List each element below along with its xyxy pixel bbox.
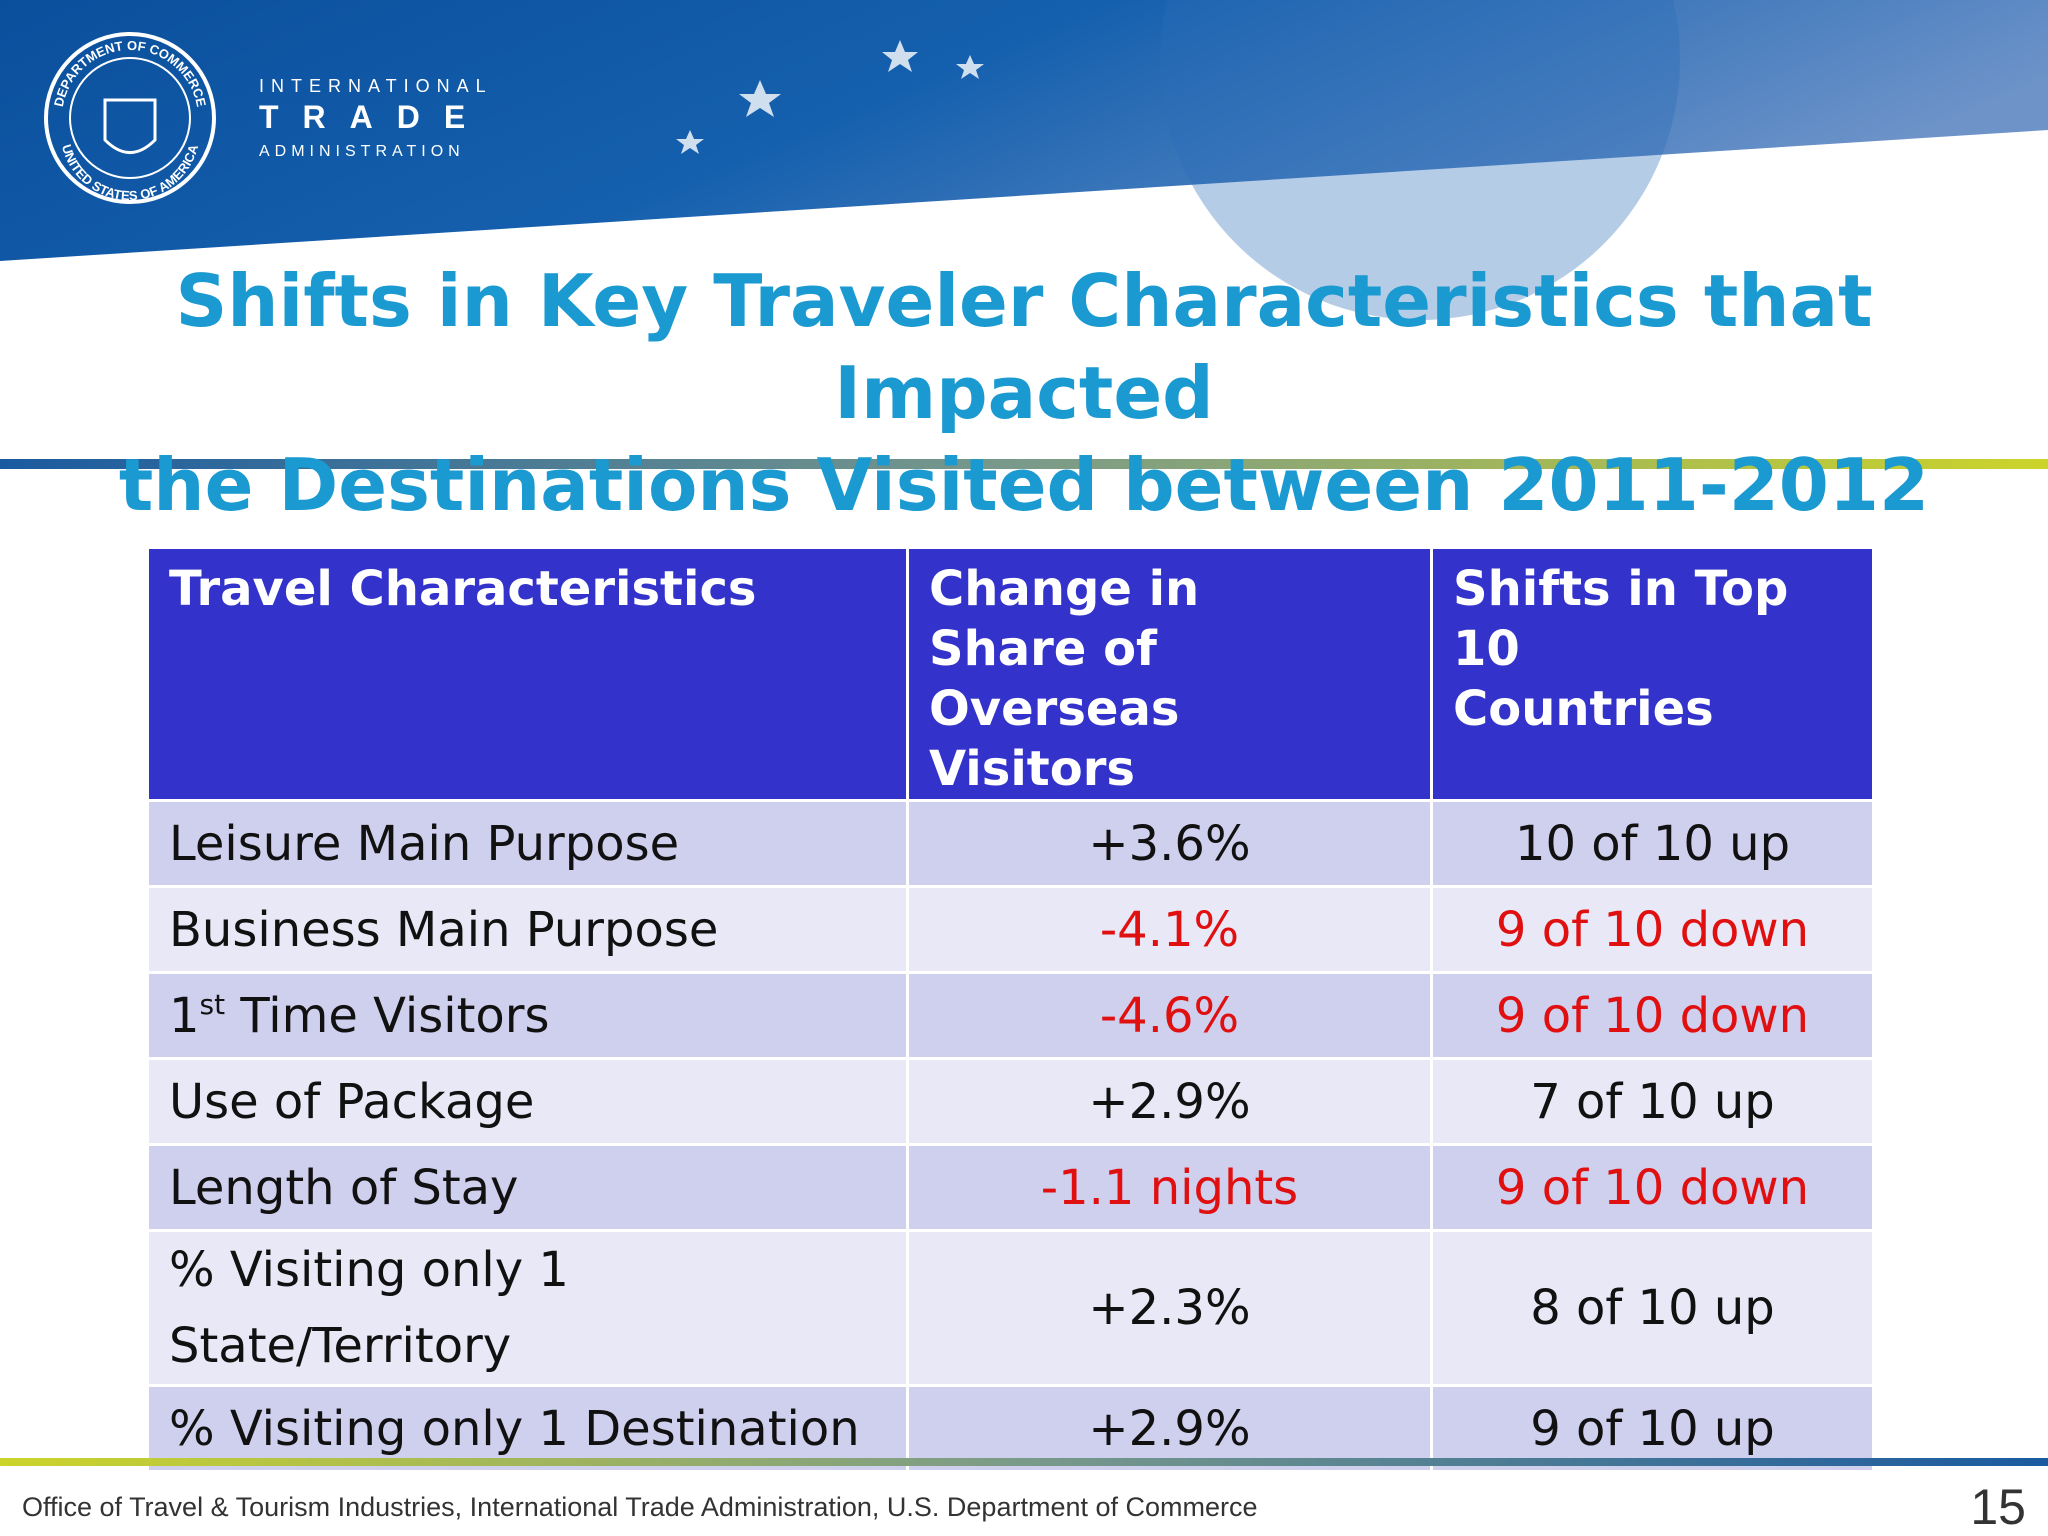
page-number: 15 xyxy=(1970,1479,2026,1535)
cell: -4.6% xyxy=(906,971,1433,1060)
cell: Length of Stay xyxy=(146,1143,909,1232)
cell: 9 of 10 down xyxy=(1430,885,1875,974)
row: 1st Time Visitors -4.6% 9 of 10 down xyxy=(146,971,1875,1060)
row: Length of Stay -1.1 nights 9 of 10 down xyxy=(146,1143,1875,1232)
data-table: Travel Characteristics Change in Share o… xyxy=(146,546,1875,1473)
cell: +2.9% xyxy=(906,1057,1433,1146)
logo-text: INTERNATIONAL xyxy=(259,76,493,96)
cell: % Visiting only 1 State/Territory xyxy=(146,1229,909,1387)
row: % Visiting only 1 State/Territory +2.3% 8 … xyxy=(146,1229,1875,1387)
slide-title: Shifts in Key Traveler Characteristics t… xyxy=(0,255,2048,531)
title-line: Shifts in Key Traveler Characteristics t… xyxy=(175,259,1873,435)
cell: 10 of 10 up xyxy=(1430,799,1875,888)
cell: 8 of 10 up xyxy=(1430,1229,1875,1387)
cell: 9 of 10 down xyxy=(1430,971,1875,1060)
cell: +3.6% xyxy=(906,799,1433,888)
logo-text: TRADE xyxy=(259,99,489,135)
row: Leisure Main Purpose +3.6% 10 of 10 up xyxy=(146,799,1875,888)
superscript: st xyxy=(199,987,226,1021)
header-row: Travel Characteristics Change in Share o… xyxy=(146,546,1875,802)
header-cell: Change in Share of Overseas Visitors xyxy=(906,546,1433,802)
header-cell: Shifts in Top 10 Countries xyxy=(1430,546,1875,802)
footer-rule xyxy=(0,1458,2048,1466)
cell-text: Time Visitors xyxy=(225,987,550,1044)
logo-text: ADMINISTRATION xyxy=(259,143,465,160)
cell-text: 1 xyxy=(169,987,200,1044)
row: Business Main Purpose -4.1% 9 of 10 down xyxy=(146,885,1875,974)
cell: 1st Time Visitors xyxy=(146,971,909,1060)
row: Use of Package +2.9% 7 of 10 up xyxy=(146,1057,1875,1146)
cell: Business Main Purpose xyxy=(146,885,909,974)
cell: +2.3% xyxy=(906,1229,1433,1387)
cell: Leisure Main Purpose xyxy=(146,799,909,888)
title-line: the Destinations Visited between 2011-20… xyxy=(118,443,1930,527)
cell: -1.1 nights xyxy=(906,1143,1433,1232)
cell: Use of Package xyxy=(146,1057,909,1146)
header-art: DEPARTMENT OF COMMERCE UNITED STATES OF … xyxy=(0,0,2048,469)
header-cell: Travel Characteristics xyxy=(146,546,909,802)
cell: 7 of 10 up xyxy=(1430,1057,1875,1146)
cell: 9 of 10 down xyxy=(1430,1143,1875,1232)
footer-text: Office of Travel & Tourism Industries, I… xyxy=(22,1492,1258,1522)
cell: -4.1% xyxy=(906,885,1433,974)
